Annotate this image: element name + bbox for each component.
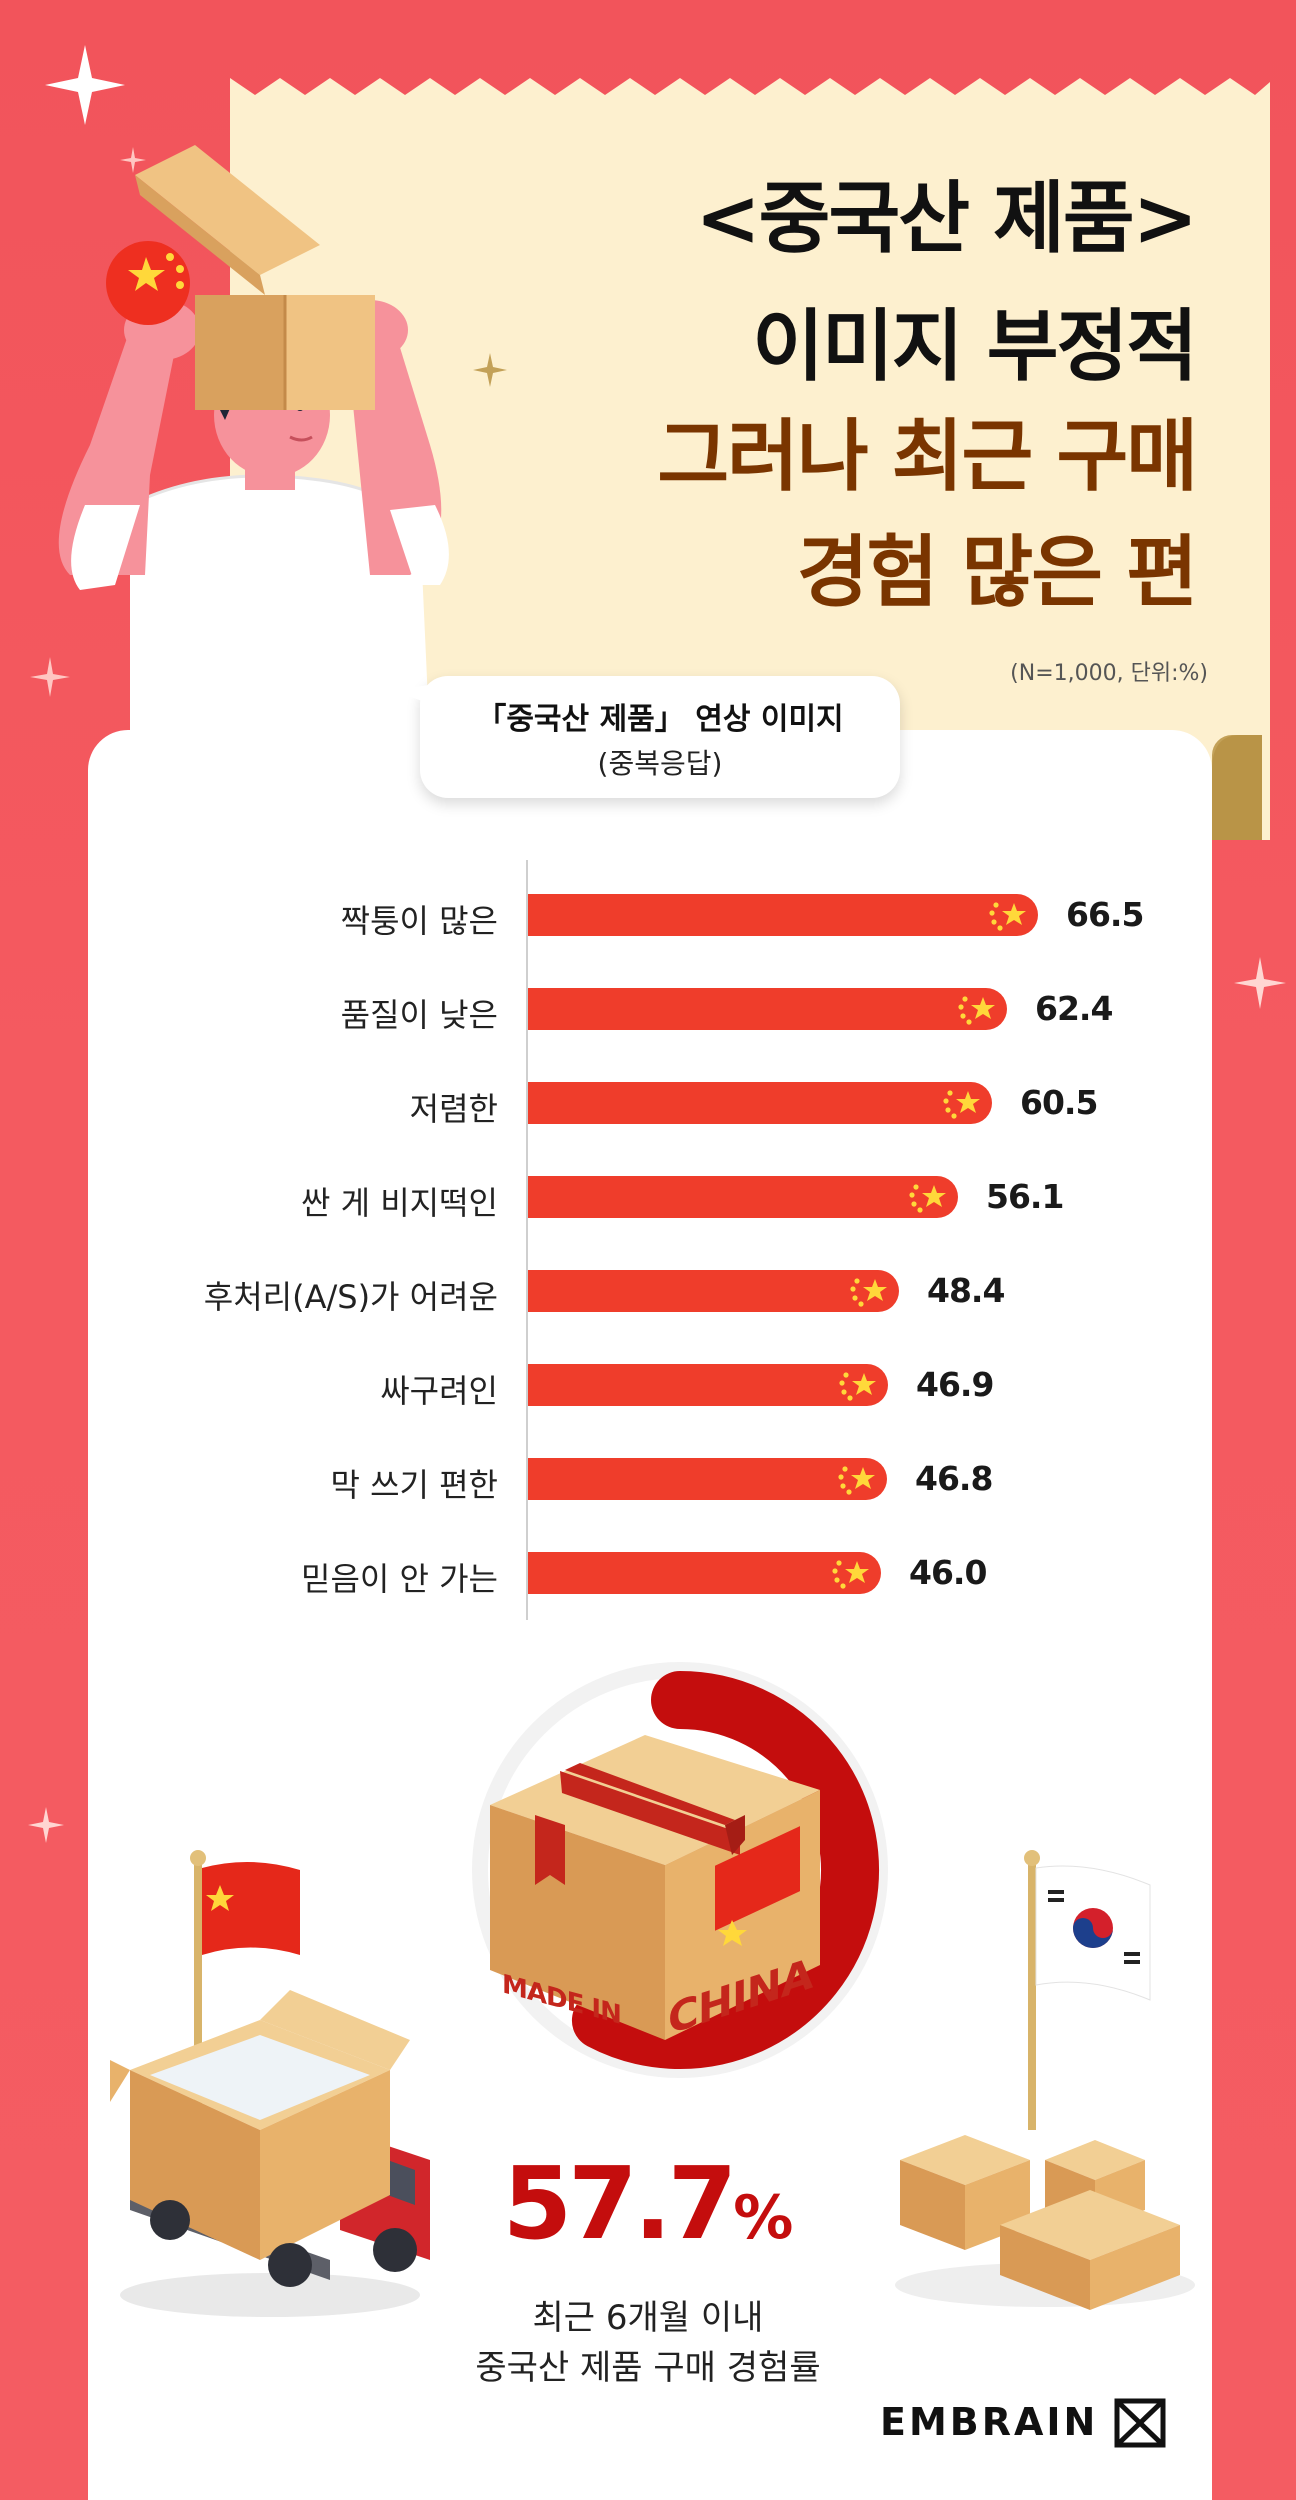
bar <box>528 988 1007 1030</box>
bar-category-label: 후처리(A/S)가 어려운 <box>203 1278 498 1316</box>
brand-logo-text: EMBRAIN <box>880 2400 1099 2444</box>
chart-subtitle: (중복응답) <box>597 747 723 780</box>
paper-scroll <box>230 78 1270 840</box>
sparkle-icon <box>45 45 125 125</box>
made-in-china-box-illustration <box>490 1735 820 2040</box>
bar-value-label: 60.5 <box>1020 1083 1098 1122</box>
title-line-1: <중국산 제품> <box>695 174 1198 264</box>
bar-category-label: 저렴한 <box>409 1090 498 1128</box>
sparkle-icon <box>120 147 146 173</box>
bar <box>528 894 1038 936</box>
china-flag-stars-icon <box>989 902 1026 931</box>
title-line-3: 그러나 최근 구매 <box>657 412 1198 502</box>
china-flag-stars-icon <box>839 1372 876 1401</box>
bar-value-label: 46.0 <box>909 1553 987 1592</box>
bar <box>528 1458 887 1500</box>
korea-boxes-illustration <box>895 1850 1195 2310</box>
bar-category-label: 짝퉁이 많은 <box>340 902 498 940</box>
sparkle-icon <box>28 1807 64 1843</box>
bar-chart-axis <box>526 860 528 1620</box>
china-flag-stars-icon <box>832 1560 869 1589</box>
bar-value-label: 66.5 <box>1066 895 1144 934</box>
donut-arc <box>571 1671 879 2069</box>
bar-category-label: 막 쓰기 편한 <box>330 1466 498 1504</box>
chart-title: 「중국산 제품」 연상 이미지 <box>476 702 844 737</box>
china-flag-stars-icon <box>958 996 995 1025</box>
embrain-logo-icon <box>1114 2398 1166 2448</box>
china-flag-stars-icon <box>850 1278 887 1307</box>
chart-title-bubble <box>420 676 900 798</box>
bar-category-label: 싼 게 비지떡인 <box>301 1184 498 1222</box>
bar-value-label: 48.4 <box>927 1271 1005 1310</box>
donut-track <box>472 1662 888 2078</box>
bar-value-label: 46.9 <box>916 1365 994 1404</box>
bar-category-label: 품질이 낮은 <box>340 996 498 1034</box>
bubble-tail <box>392 682 452 712</box>
sparkle-icon <box>30 657 70 697</box>
bar-category-label: 믿음이 안 가는 <box>301 1560 498 1598</box>
donut-value-wrap: 57.7% <box>0 2145 1296 2262</box>
china-flag-stars-icon <box>838 1466 875 1495</box>
bar-value-label: 62.4 <box>1035 989 1113 1028</box>
man-with-box-illustration <box>58 145 507 745</box>
sparkle-icon <box>1234 957 1286 1009</box>
title-line-2: 이미지 부정적 <box>752 302 1198 392</box>
china-truck-illustration <box>110 1850 430 2317</box>
bar <box>528 1552 881 1594</box>
bar-value-label: 46.8 <box>915 1459 993 1498</box>
title-line-4: 경험 많은 편 <box>796 528 1198 618</box>
sample-note: (N=1,000, 단위:%) <box>1010 661 1208 686</box>
bar-value-label: 56.1 <box>986 1177 1064 1216</box>
bar <box>528 1364 888 1406</box>
donut-chart <box>472 1662 888 2078</box>
bar <box>528 1176 958 1218</box>
bar <box>528 1270 899 1312</box>
donut-caption-2: 중국산 제품 구매 경험률 <box>475 2348 821 2388</box>
bar-category-label: 싸구려인 <box>380 1372 498 1410</box>
donut-value: 57.7 <box>502 2145 738 2262</box>
donut-caption-1: 최근 6개월 이내 <box>532 2298 764 2338</box>
donut-unit: % <box>733 2183 794 2253</box>
china-flag-stars-icon <box>909 1184 946 1213</box>
china-flag-stars-icon <box>943 1090 980 1119</box>
bar <box>528 1082 992 1124</box>
